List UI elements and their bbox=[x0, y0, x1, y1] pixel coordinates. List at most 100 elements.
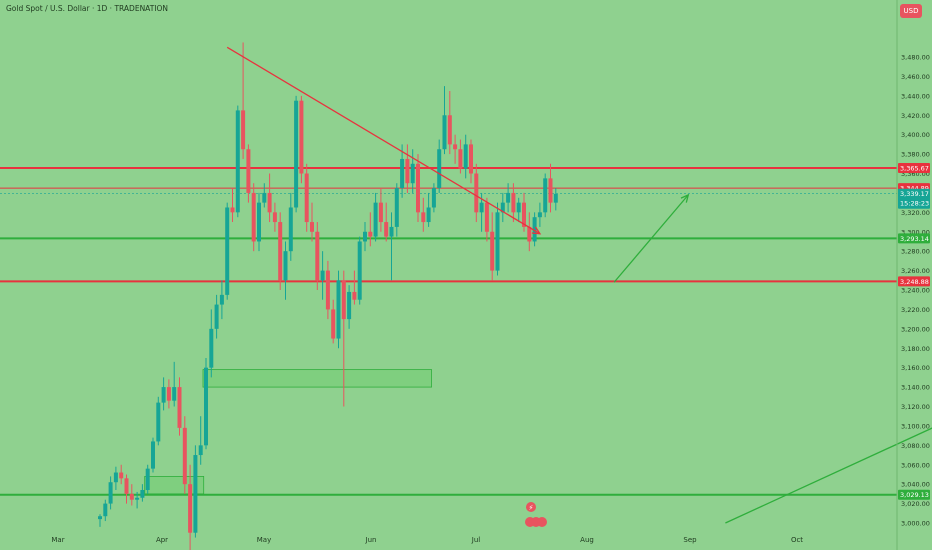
candle-body[interactable] bbox=[188, 484, 193, 533]
candle-body[interactable] bbox=[522, 202, 526, 227]
candle-body[interactable] bbox=[511, 192, 516, 213]
candle-body[interactable] bbox=[304, 173, 309, 223]
trendline-1[interactable] bbox=[613, 194, 689, 283]
candle-body[interactable] bbox=[378, 202, 383, 223]
candle-body[interactable] bbox=[341, 280, 346, 320]
candle-body[interactable] bbox=[543, 178, 548, 213]
candle-body[interactable] bbox=[416, 163, 420, 213]
candle-body[interactable] bbox=[108, 482, 113, 504]
candle-body[interactable] bbox=[251, 192, 256, 242]
candle-body[interactable] bbox=[267, 192, 272, 213]
candle-body[interactable] bbox=[336, 280, 341, 339]
candle-body[interactable] bbox=[262, 192, 267, 203]
candle-body[interactable] bbox=[410, 163, 415, 184]
candle-body[interactable] bbox=[310, 222, 314, 232]
candle-body[interactable] bbox=[447, 115, 452, 145]
candle-body[interactable] bbox=[389, 226, 394, 237]
candle-body[interactable] bbox=[400, 158, 405, 189]
candle-body[interactable] bbox=[474, 173, 479, 213]
candle-body[interactable] bbox=[516, 202, 521, 213]
candle-body[interactable] bbox=[140, 489, 145, 498]
candle-body[interactable] bbox=[469, 144, 473, 174]
candle-body[interactable] bbox=[182, 427, 187, 485]
candle-body[interactable] bbox=[453, 144, 458, 150]
candle-body[interactable] bbox=[368, 231, 373, 237]
candle-body[interactable] bbox=[113, 472, 118, 483]
candle-body[interactable] bbox=[463, 144, 468, 169]
trendline-0[interactable] bbox=[226, 46, 541, 235]
candle-body[interactable] bbox=[421, 212, 426, 223]
candle-body[interactable] bbox=[278, 222, 283, 281]
candle-body[interactable] bbox=[219, 294, 224, 305]
candle-body[interactable] bbox=[479, 202, 484, 213]
candle-body[interactable] bbox=[288, 207, 293, 252]
candle-body[interactable] bbox=[347, 291, 352, 320]
candle-body[interactable] bbox=[325, 270, 330, 310]
candle-body[interactable] bbox=[135, 497, 140, 500]
candle-body[interactable] bbox=[437, 149, 442, 189]
candle-body[interactable] bbox=[225, 207, 230, 295]
zone-0[interactable] bbox=[202, 369, 433, 388]
candle-body[interactable] bbox=[331, 309, 336, 339]
candle-body[interactable] bbox=[145, 468, 150, 490]
candle-body[interactable] bbox=[119, 472, 124, 479]
candle-body[interactable] bbox=[246, 149, 251, 193]
candle-body[interactable] bbox=[527, 226, 532, 242]
candle-body[interactable] bbox=[315, 231, 320, 281]
currency-badge[interactable]: USD bbox=[900, 4, 922, 18]
candle-body[interactable] bbox=[103, 503, 108, 517]
candle-body[interactable] bbox=[209, 328, 214, 368]
candle-body[interactable] bbox=[172, 387, 177, 401]
candle-body[interactable] bbox=[442, 115, 447, 150]
candle-body[interactable] bbox=[214, 304, 219, 329]
candle-body[interactable] bbox=[294, 100, 299, 208]
candle-body[interactable] bbox=[490, 231, 495, 271]
candle-body[interactable] bbox=[204, 367, 208, 446]
candle-body[interactable] bbox=[177, 387, 182, 428]
candle-body[interactable] bbox=[299, 100, 304, 174]
candle-body[interactable] bbox=[426, 207, 431, 223]
flag-icon-3[interactable] bbox=[537, 517, 547, 527]
x-tick-label: Aug bbox=[580, 536, 594, 544]
candle-body[interactable] bbox=[283, 251, 288, 281]
candle-body[interactable] bbox=[352, 291, 357, 300]
candle-body[interactable] bbox=[553, 193, 558, 203]
candle-body[interactable] bbox=[151, 441, 155, 469]
candle-body[interactable] bbox=[537, 212, 542, 218]
candle-body[interactable] bbox=[272, 212, 277, 223]
candle-body[interactable] bbox=[320, 270, 325, 281]
candle-body[interactable] bbox=[394, 188, 399, 227]
candle-body[interactable] bbox=[124, 478, 129, 494]
trendline-2[interactable] bbox=[725, 360, 932, 524]
candle-body[interactable] bbox=[363, 231, 367, 242]
candle-body[interactable] bbox=[129, 493, 134, 500]
candle-body[interactable] bbox=[235, 110, 240, 213]
candle-body[interactable] bbox=[161, 387, 166, 403]
candle-body[interactable] bbox=[500, 202, 505, 213]
candle-body[interactable] bbox=[384, 222, 389, 237]
candle-body[interactable] bbox=[458, 149, 463, 169]
candle-body[interactable] bbox=[373, 202, 378, 237]
y-tick-label: 3,360.00 bbox=[901, 170, 930, 178]
candle-body[interactable] bbox=[198, 445, 203, 456]
candle-body[interactable] bbox=[156, 402, 161, 442]
price-axis: 3,000.00 3,020.00 3,040.00 3,060.00 3,080.00… bbox=[896, 0, 930, 550]
y-tick-label: 3,060.00 bbox=[901, 461, 930, 469]
candle-body[interactable] bbox=[257, 202, 261, 242]
candle-body[interactable] bbox=[98, 516, 102, 520]
candle-body[interactable] bbox=[431, 188, 436, 208]
candle-body[interactable] bbox=[495, 212, 500, 271]
candle-body[interactable] bbox=[193, 455, 198, 533]
candle-body[interactable] bbox=[506, 192, 511, 203]
candle-body[interactable] bbox=[484, 202, 489, 232]
candle-body[interactable] bbox=[548, 178, 553, 203]
candle-body[interactable] bbox=[405, 158, 410, 184]
candle-body[interactable] bbox=[166, 387, 171, 401]
candle-body[interactable] bbox=[357, 241, 362, 300]
candle-body[interactable] bbox=[241, 110, 246, 150]
candle-body[interactable] bbox=[230, 207, 235, 213]
candle-body[interactable] bbox=[532, 217, 537, 242]
y-tick-label: 3,320.00 bbox=[901, 209, 930, 217]
event-marker-icon[interactable] bbox=[526, 502, 536, 512]
